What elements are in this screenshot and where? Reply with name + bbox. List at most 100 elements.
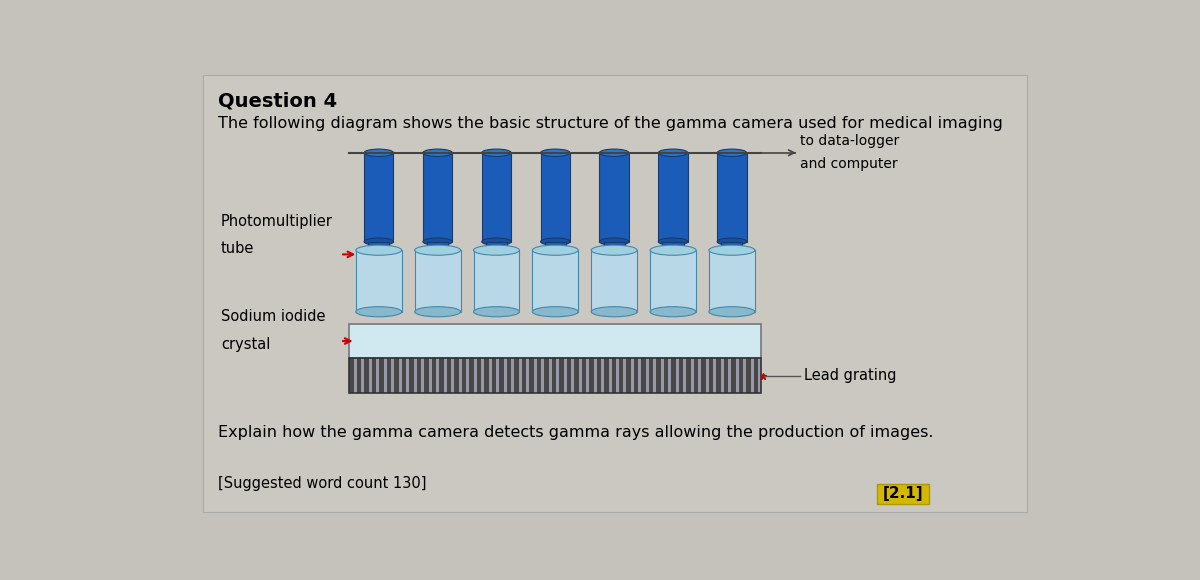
Text: tube: tube [221, 241, 254, 256]
Text: The following diagram shows the basic structure of the gamma camera used for med: The following diagram shows the basic st… [218, 116, 1003, 131]
Bar [619, 358, 624, 393]
Ellipse shape [422, 238, 452, 245]
Bar [427, 242, 449, 250]
Ellipse shape [356, 245, 402, 255]
Bar [616, 358, 619, 393]
Bar [545, 242, 566, 250]
Ellipse shape [533, 245, 578, 255]
Bar [594, 358, 596, 393]
Text: and computer: and computer [800, 157, 898, 171]
Bar [642, 358, 646, 393]
Bar [203, 75, 1027, 512]
Bar [349, 324, 761, 358]
Bar [721, 358, 724, 393]
Bar [384, 358, 386, 393]
Bar [488, 358, 492, 393]
Bar [574, 358, 578, 393]
Ellipse shape [422, 149, 452, 157]
Bar [386, 358, 391, 393]
Bar [684, 358, 686, 393]
Bar [751, 358, 754, 393]
Bar [437, 358, 439, 393]
Bar [534, 358, 536, 393]
Text: Photomultiplier: Photomultiplier [221, 214, 332, 229]
Bar [407, 358, 409, 393]
Bar [391, 358, 395, 393]
Ellipse shape [356, 307, 402, 317]
Bar [458, 358, 462, 393]
Bar [356, 250, 402, 311]
Bar [462, 358, 466, 393]
Bar [518, 358, 522, 393]
Bar [469, 358, 474, 393]
Bar [474, 250, 520, 311]
Bar [736, 358, 739, 393]
Text: crystal: crystal [221, 337, 270, 352]
Bar [728, 358, 731, 393]
Bar [541, 358, 544, 393]
Bar [372, 358, 377, 393]
Bar [686, 358, 691, 393]
Bar [586, 358, 589, 393]
Bar [662, 242, 684, 250]
Bar [676, 358, 679, 393]
Ellipse shape [415, 245, 461, 255]
Ellipse shape [718, 238, 746, 245]
Bar [754, 358, 758, 393]
Text: [Suggested word count 130]: [Suggested word count 130] [218, 476, 427, 491]
Bar [709, 250, 755, 311]
Ellipse shape [592, 245, 637, 255]
Bar [379, 358, 384, 393]
Bar [486, 242, 508, 250]
Bar [672, 358, 676, 393]
Bar [511, 358, 514, 393]
Bar [432, 358, 437, 393]
Ellipse shape [600, 238, 629, 245]
Bar [649, 358, 654, 393]
Ellipse shape [364, 149, 394, 157]
Bar [668, 358, 672, 393]
Bar [646, 358, 649, 393]
Bar [349, 358, 761, 393]
Ellipse shape [541, 238, 570, 245]
Bar [582, 358, 586, 393]
Ellipse shape [659, 149, 688, 157]
Ellipse shape [718, 149, 746, 157]
Ellipse shape [533, 307, 578, 317]
Bar [626, 358, 631, 393]
Bar [504, 358, 506, 393]
Bar [706, 358, 709, 393]
Bar [451, 358, 455, 393]
Bar [364, 153, 394, 242]
Bar [398, 358, 402, 393]
Ellipse shape [481, 238, 511, 245]
Bar [601, 358, 604, 393]
Ellipse shape [592, 307, 637, 317]
Bar [600, 153, 629, 242]
Bar [709, 358, 713, 393]
Bar [638, 358, 642, 393]
Bar [694, 358, 698, 393]
Bar [514, 358, 518, 393]
Ellipse shape [709, 245, 755, 255]
Bar [612, 358, 616, 393]
Bar [414, 358, 416, 393]
Bar [596, 358, 601, 393]
Bar [604, 242, 625, 250]
Bar [713, 358, 716, 393]
Bar [571, 358, 574, 393]
Bar [701, 358, 706, 393]
Bar [552, 358, 556, 393]
Ellipse shape [659, 238, 688, 245]
Bar [743, 358, 746, 393]
Bar [377, 358, 379, 393]
Bar [466, 358, 469, 393]
Bar [578, 358, 582, 393]
Bar [409, 358, 414, 393]
Bar [758, 358, 761, 393]
Bar [496, 358, 499, 393]
Ellipse shape [364, 238, 394, 245]
Bar [474, 358, 476, 393]
Ellipse shape [709, 307, 755, 317]
Bar [608, 358, 612, 393]
